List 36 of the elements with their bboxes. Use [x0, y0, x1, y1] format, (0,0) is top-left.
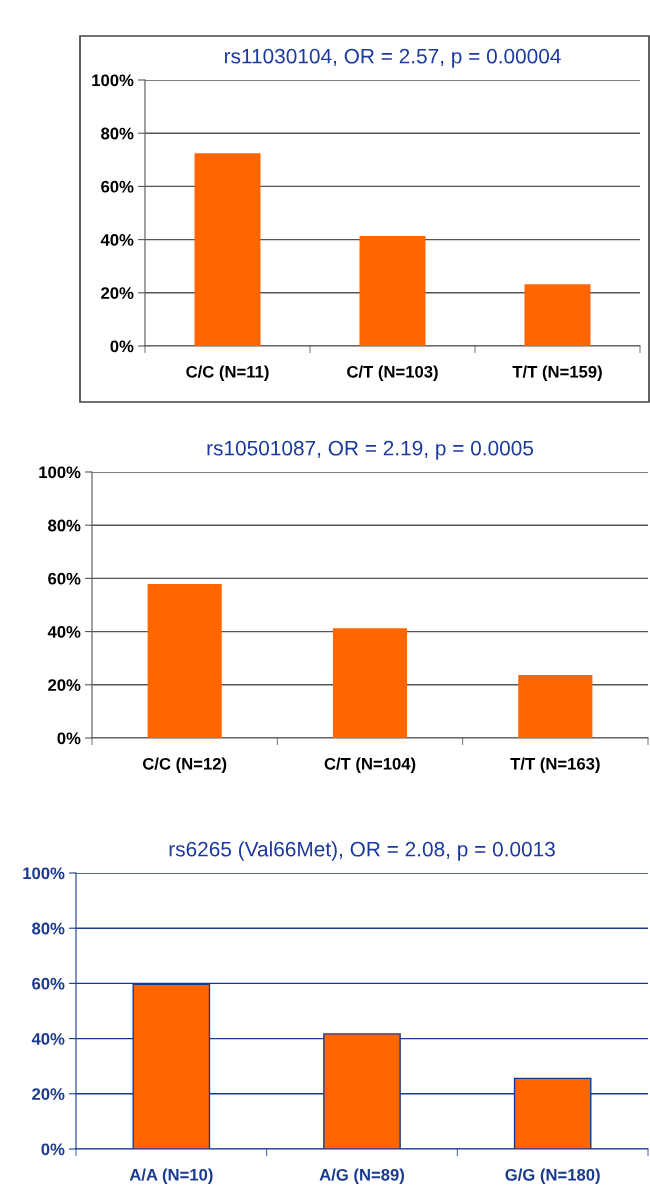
y-tick-label: 100%: [23, 867, 65, 880]
x-tick-label: T/T (N=159): [512, 365, 602, 381]
x-tick-label: A/G (N=89): [319, 1168, 405, 1184]
y-tick-label: 80%: [32, 922, 65, 935]
chart-title: rs6265 (Val66Met), OR = 2.08, p = 0.0013: [169, 841, 555, 861]
y-tick-label: 100%: [92, 74, 134, 87]
y-tick-label: 60%: [101, 180, 134, 193]
x-tick-label: C/T (N=103): [347, 365, 438, 381]
y-tick-label: 20%: [48, 679, 81, 691]
y-tick-label: 80%: [101, 127, 134, 140]
bar: [524, 284, 591, 346]
x-tick-label: G/G (N=180): [505, 1168, 600, 1184]
chart-title: rs10501087, OR = 2.19, p = 0.0005: [207, 440, 534, 460]
y-tick-label: 100%: [39, 466, 81, 479]
y-tick-label: 20%: [101, 287, 134, 299]
y-tick-label: 0%: [57, 732, 81, 745]
bar: [194, 153, 261, 346]
y-tick-label: 60%: [48, 572, 81, 585]
y-tick-label: 40%: [100, 234, 134, 246]
y-tick-label: 0%: [110, 340, 134, 353]
y-tick-label: 40%: [31, 1033, 65, 1045]
x-tick-label: C/C (N=11): [186, 365, 269, 381]
y-tick-label: 80%: [48, 519, 81, 532]
bar: [518, 674, 593, 738]
bar: [332, 628, 408, 738]
y-tick-label: 60%: [32, 977, 65, 990]
y-tick-label: 0%: [41, 1143, 65, 1156]
y-tick-label: 20%: [32, 1088, 65, 1100]
chart-title: rs11030104, OR = 2.57, p = 0.00004: [224, 48, 561, 68]
bar: [147, 583, 222, 738]
y-tick-label: 40%: [47, 626, 81, 638]
x-tick-label: C/T (N=104): [324, 757, 416, 773]
x-tick-label: C/C (N=12): [142, 757, 227, 773]
x-tick-label: T/T (N=163): [510, 757, 600, 773]
bar: [359, 235, 426, 346]
x-tick-label: A/A (N=10): [129, 1168, 213, 1184]
